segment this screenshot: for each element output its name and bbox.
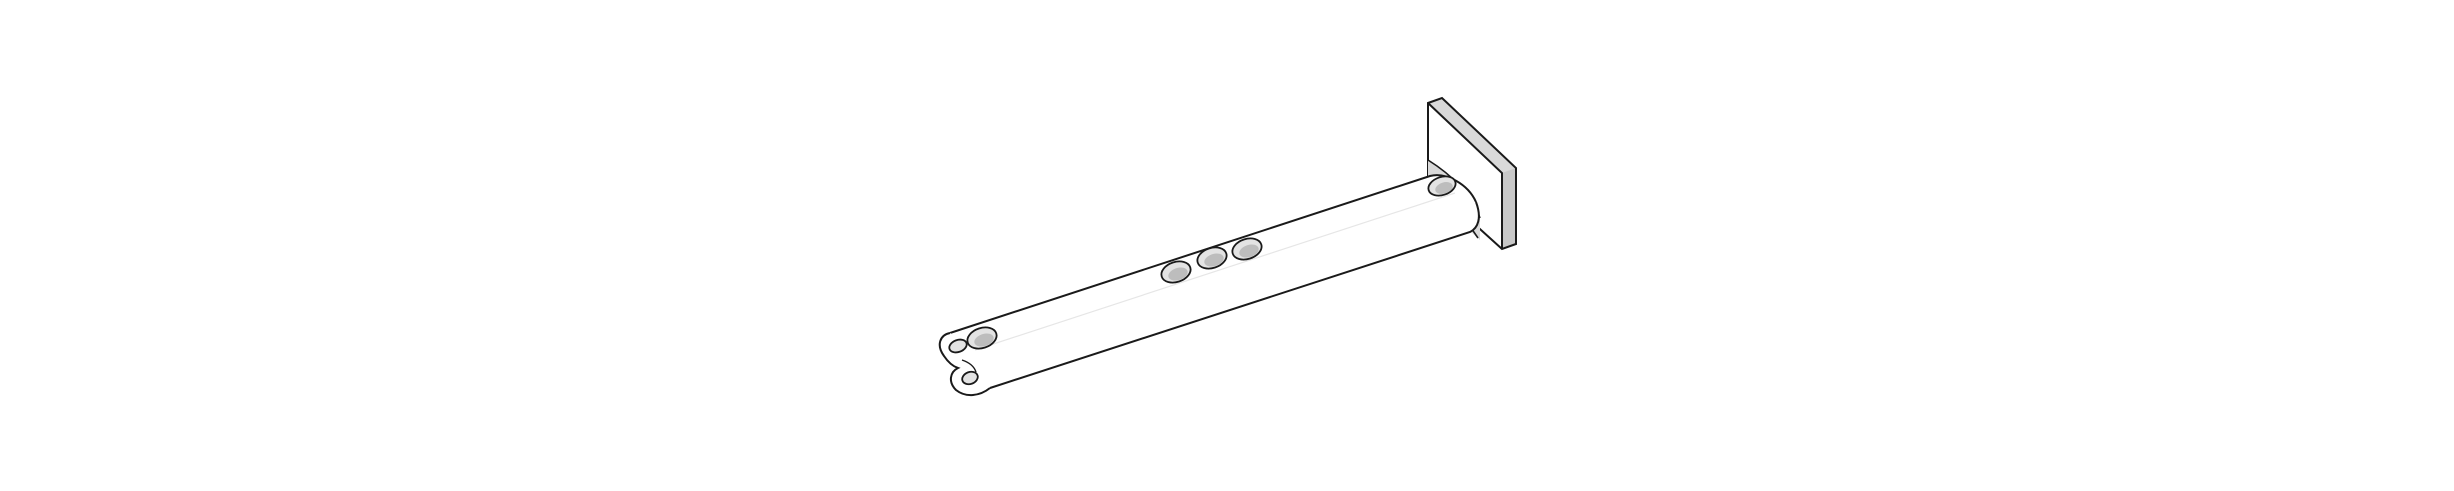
- rod-body: [949, 159, 1481, 389]
- end-fitting: [938, 332, 991, 396]
- end-eyelet-upper: [948, 338, 968, 354]
- hole-center-3: [1231, 237, 1263, 261]
- end-slot: [961, 359, 977, 373]
- hole-near-plate: [1427, 175, 1457, 197]
- hole-center-1: [1160, 260, 1192, 284]
- hole-center-2: [1196, 246, 1228, 270]
- plate-front-face: [1428, 103, 1502, 249]
- rod-cylinder: [950, 175, 1479, 388]
- end-fitting-outline: [938, 332, 991, 396]
- plate-edge: [1502, 168, 1516, 249]
- hole-near-end: [966, 326, 998, 350]
- rod-tangent-line: [974, 192, 1456, 351]
- rod-bottom-edge: [989, 201, 1480, 389]
- end-eyelet-lower: [961, 370, 979, 386]
- rod-holes: [966, 175, 1457, 350]
- mounting-plate: [1427, 96, 1517, 251]
